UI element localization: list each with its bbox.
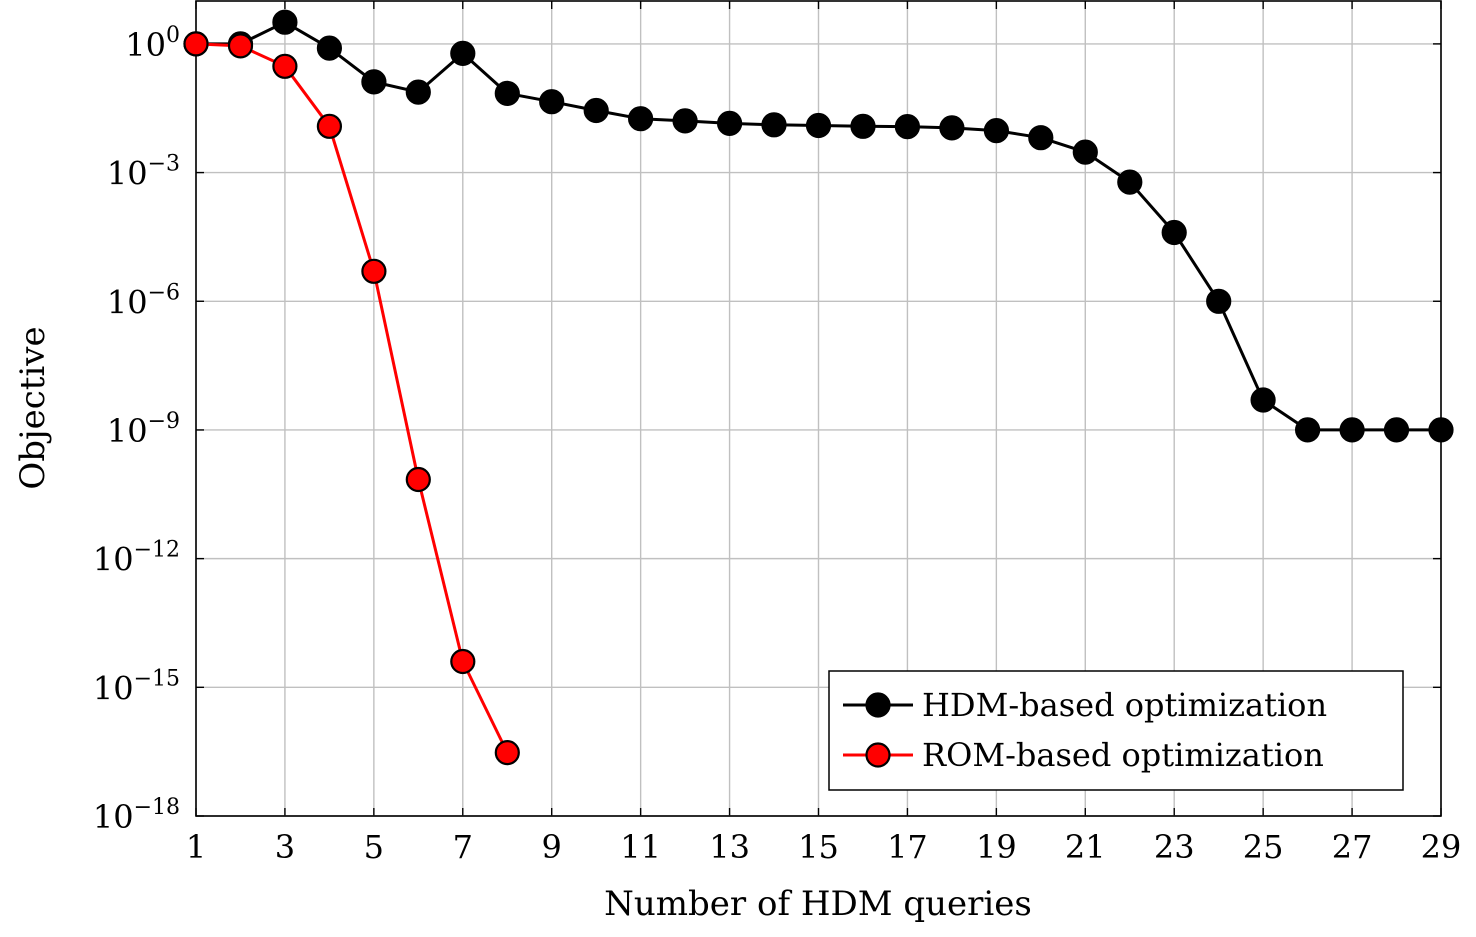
- x-tick-label: 15: [798, 828, 839, 866]
- data-point: [227, 33, 254, 59]
- data-point: [405, 79, 431, 105]
- legend-marker-1: [865, 692, 891, 718]
- data-point: [450, 40, 476, 67]
- x-tick-label: 9: [542, 828, 562, 866]
- x-tick-label: 23: [1154, 828, 1195, 866]
- x-tick-label: 21: [1065, 828, 1106, 866]
- legend-label-2: ROM-based optimization: [922, 736, 1324, 774]
- data-point: [1117, 169, 1143, 195]
- y-tick-label: 100: [125, 23, 180, 64]
- x-tick-label: 7: [453, 828, 473, 866]
- x-tick-label: 1: [186, 828, 206, 866]
- data-point: [272, 53, 298, 79]
- data-point: [1250, 387, 1276, 413]
- y-tick-label: 10−18: [93, 795, 180, 836]
- data-point: [450, 648, 476, 675]
- x-tick-label: 17: [887, 828, 928, 866]
- x-tick-label: 29: [1421, 828, 1462, 866]
- data-point: [1161, 219, 1187, 246]
- legend-box: [828, 670, 1404, 791]
- x-tick-label: 11: [620, 828, 661, 866]
- data-point: [1383, 417, 1410, 443]
- data-point: [850, 113, 876, 139]
- series-line-2: [195, 42, 509, 754]
- data-point: [1028, 125, 1054, 151]
- data-point: [983, 118, 1010, 144]
- x-axis-label: Number of HDM queries: [604, 884, 1032, 924]
- data-point: [316, 35, 342, 61]
- data-point: [716, 110, 743, 137]
- data-point: [1206, 288, 1232, 314]
- x-tick-label: 3: [275, 828, 295, 866]
- data-point: [583, 97, 609, 124]
- data-point: [316, 113, 342, 139]
- data-point: [1339, 417, 1365, 443]
- data-point: [405, 466, 431, 493]
- legend-label-1: HDM-based optimization: [922, 686, 1327, 724]
- legend-marker-2: [865, 742, 891, 768]
- data-point: [494, 739, 520, 766]
- data-point: [272, 9, 298, 35]
- data-point: [494, 80, 520, 107]
- y-tick-label: 10−15: [93, 666, 180, 707]
- data-point: [361, 69, 387, 95]
- x-tick-label: 25: [1243, 828, 1284, 866]
- plot-area-frame: [195, 0, 1442, 817]
- data-point: [805, 112, 832, 139]
- data-point: [1294, 417, 1321, 443]
- x-tick-label: 27: [1332, 828, 1373, 866]
- y-tick-labels: 100 10−3 10−6 10−9 10−12 10−15 10−18: [93, 23, 180, 836]
- data-point: [183, 31, 209, 57]
- grid-lines: [195, 1, 1442, 817]
- data-point: [761, 112, 787, 138]
- x-tick-label: 13: [709, 828, 750, 866]
- data-point: [627, 106, 654, 132]
- y-tick-label: 10−6: [107, 280, 180, 321]
- y-axis-label: Objective: [13, 326, 53, 489]
- data-point: [1428, 417, 1454, 443]
- legend: HDM-based optimization ROM-based optimiza…: [828, 670, 1404, 791]
- x-tick-labels: 1 3 5 7 9 11 13 15 17 19 21 23 25 27 29: [186, 828, 1462, 866]
- y-tick-label: 10−3: [107, 152, 180, 193]
- x-tick-label: 19: [976, 828, 1017, 866]
- data-point: [672, 108, 698, 134]
- data-point: [539, 89, 565, 115]
- series-layer: [183, 9, 1454, 766]
- y-tick-label: 10−12: [93, 538, 180, 579]
- y-tick-label: 10−9: [107, 409, 180, 450]
- data-point: [1072, 139, 1098, 165]
- data-point: [361, 258, 387, 284]
- data-point: [939, 115, 965, 141]
- x-tick-label: 5: [364, 828, 384, 866]
- data-point: [894, 113, 921, 140]
